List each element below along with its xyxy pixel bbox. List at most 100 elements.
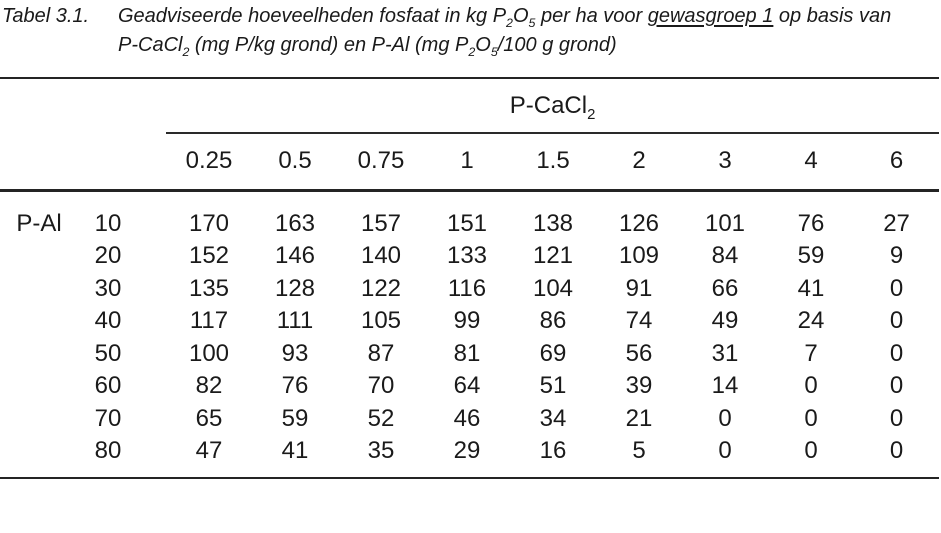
axis-spacer	[0, 435, 78, 468]
cell-value: 74	[625, 307, 653, 335]
header-rule-row	[0, 188, 940, 208]
column-header: 2	[632, 147, 646, 175]
axis-spacer	[0, 370, 78, 403]
cell-value: 105	[360, 307, 402, 335]
row-key: 20	[94, 242, 122, 270]
cell-value: 140	[360, 242, 402, 270]
cell-value: 7	[804, 339, 818, 367]
cell-value: 56	[625, 339, 653, 367]
table-row: 40 117 111 105 99 86 74 49 24 0	[0, 305, 939, 338]
cell-value: 21	[625, 404, 653, 432]
cell-value: 87	[367, 339, 395, 367]
cell-value: 59	[797, 242, 825, 270]
cell-value: 5	[632, 437, 646, 465]
cell-value: 0	[804, 372, 818, 400]
cell-value: 52	[367, 404, 395, 432]
cell-value: 0	[718, 404, 732, 432]
cell-value: 27	[883, 209, 910, 237]
group-header-pcacl2: P-CaCl2	[166, 78, 940, 134]
cell-value: 64	[453, 372, 481, 400]
cell-value: 41	[797, 274, 825, 302]
table-row: 50 100 93 87 81 69 56 31 7 0	[0, 338, 939, 371]
cell-value: 91	[625, 274, 653, 302]
row-key: 10	[94, 209, 122, 237]
cell-value: 65	[195, 404, 223, 432]
cell-value: 47	[195, 437, 223, 465]
cell-value: 138	[532, 209, 574, 237]
column-header: 6	[889, 147, 904, 175]
cell-value: 0	[804, 437, 818, 465]
column-gap	[138, 273, 166, 306]
cell-value: 0	[804, 404, 818, 432]
cell-value: 101	[704, 209, 746, 237]
cell-value: 0	[889, 274, 904, 302]
cell-value: 84	[711, 242, 739, 270]
row-key: 80	[94, 437, 122, 465]
table-row: 70 65 59 52 46 34 21 0 0 0	[0, 403, 939, 436]
cell-value: 0	[889, 437, 904, 465]
column-gap	[138, 240, 166, 273]
table-body: P-Al 10 170 163 157 151 138 126 101 76 27 20 152 146 1…	[0, 208, 939, 478]
cell-value: 29	[453, 437, 481, 465]
cell-value: 51	[539, 372, 567, 400]
cell-value: 104	[532, 274, 574, 302]
cell-value: 46	[453, 404, 481, 432]
cell-value: 41	[281, 437, 309, 465]
cell-value: 35	[367, 437, 395, 465]
axis-spacer	[0, 240, 78, 273]
column-gap	[138, 305, 166, 338]
cell-value: 39	[625, 372, 653, 400]
row-key: 40	[94, 307, 122, 335]
cell-value: 117	[189, 307, 229, 335]
row-key: 60	[94, 372, 122, 400]
row-key: 30	[94, 274, 122, 302]
cell-value: 0	[889, 372, 904, 400]
column-header: 0.5	[278, 147, 312, 175]
table-row: 60 82 76 70 64 51 39 14 0 0	[0, 370, 939, 403]
cell-value: 59	[281, 404, 309, 432]
cell-value: 76	[281, 372, 309, 400]
cell-value: 152	[188, 242, 230, 270]
cell-value: 34	[539, 404, 567, 432]
column-header: 1.5	[536, 147, 570, 175]
cell-value: 111	[276, 307, 314, 335]
cell-value: 86	[539, 307, 567, 335]
column-header: 0.75	[357, 147, 405, 175]
cell-value: 128	[274, 274, 316, 302]
column-gap	[138, 370, 166, 403]
cell-value: 14	[711, 372, 739, 400]
cell-value: 66	[711, 274, 739, 302]
cell-value: 157	[360, 209, 402, 237]
cell-value: 163	[274, 209, 316, 237]
column-header-spacer	[0, 133, 166, 190]
axis-spacer	[0, 273, 78, 306]
axis-spacer	[0, 403, 78, 436]
header-rule	[0, 188, 940, 208]
table-row: 30 135 128 122 116 104 91 66 41 0	[0, 273, 939, 306]
column-header-row: 0.25 0.5 0.75 1 1.5 2 3 4 6	[0, 133, 939, 190]
cell-value: 69	[539, 339, 567, 367]
table-caption: Tabel 3.1. Geadviseerde hoeveelheden fos…	[2, 2, 936, 60]
cell-value: 49	[711, 307, 739, 335]
cell-value: 151	[446, 209, 488, 237]
cell-value: 31	[711, 339, 739, 367]
cell-value: 135	[188, 274, 230, 302]
column-gap	[138, 208, 166, 241]
caption-line-1: Geadviseerde hoeveelheden fosfaat in kg …	[118, 5, 892, 30]
caption-line-2: P-CaCl2 (mg P/kg grond) en P-Al (mg P2O5…	[118, 34, 617, 59]
cell-value: 0	[718, 437, 732, 465]
table-row: 20 152 146 140 133 121 109 84 59 9	[0, 240, 939, 273]
cell-value: 100	[188, 339, 230, 367]
cell-value: 76	[797, 209, 825, 237]
column-header: 0.25	[185, 147, 233, 175]
cell-value: 126	[618, 209, 660, 237]
table-row: 80 47 41 35 29 16 5 0 0 0	[0, 435, 939, 468]
cell-value: 0	[889, 307, 904, 335]
cell-value: 121	[532, 242, 574, 270]
column-header: 3	[718, 147, 732, 175]
column-header: 4	[804, 147, 818, 175]
cell-value: 82	[195, 372, 223, 400]
cell-value: 70	[367, 372, 395, 400]
cell-value: 24	[797, 307, 825, 335]
